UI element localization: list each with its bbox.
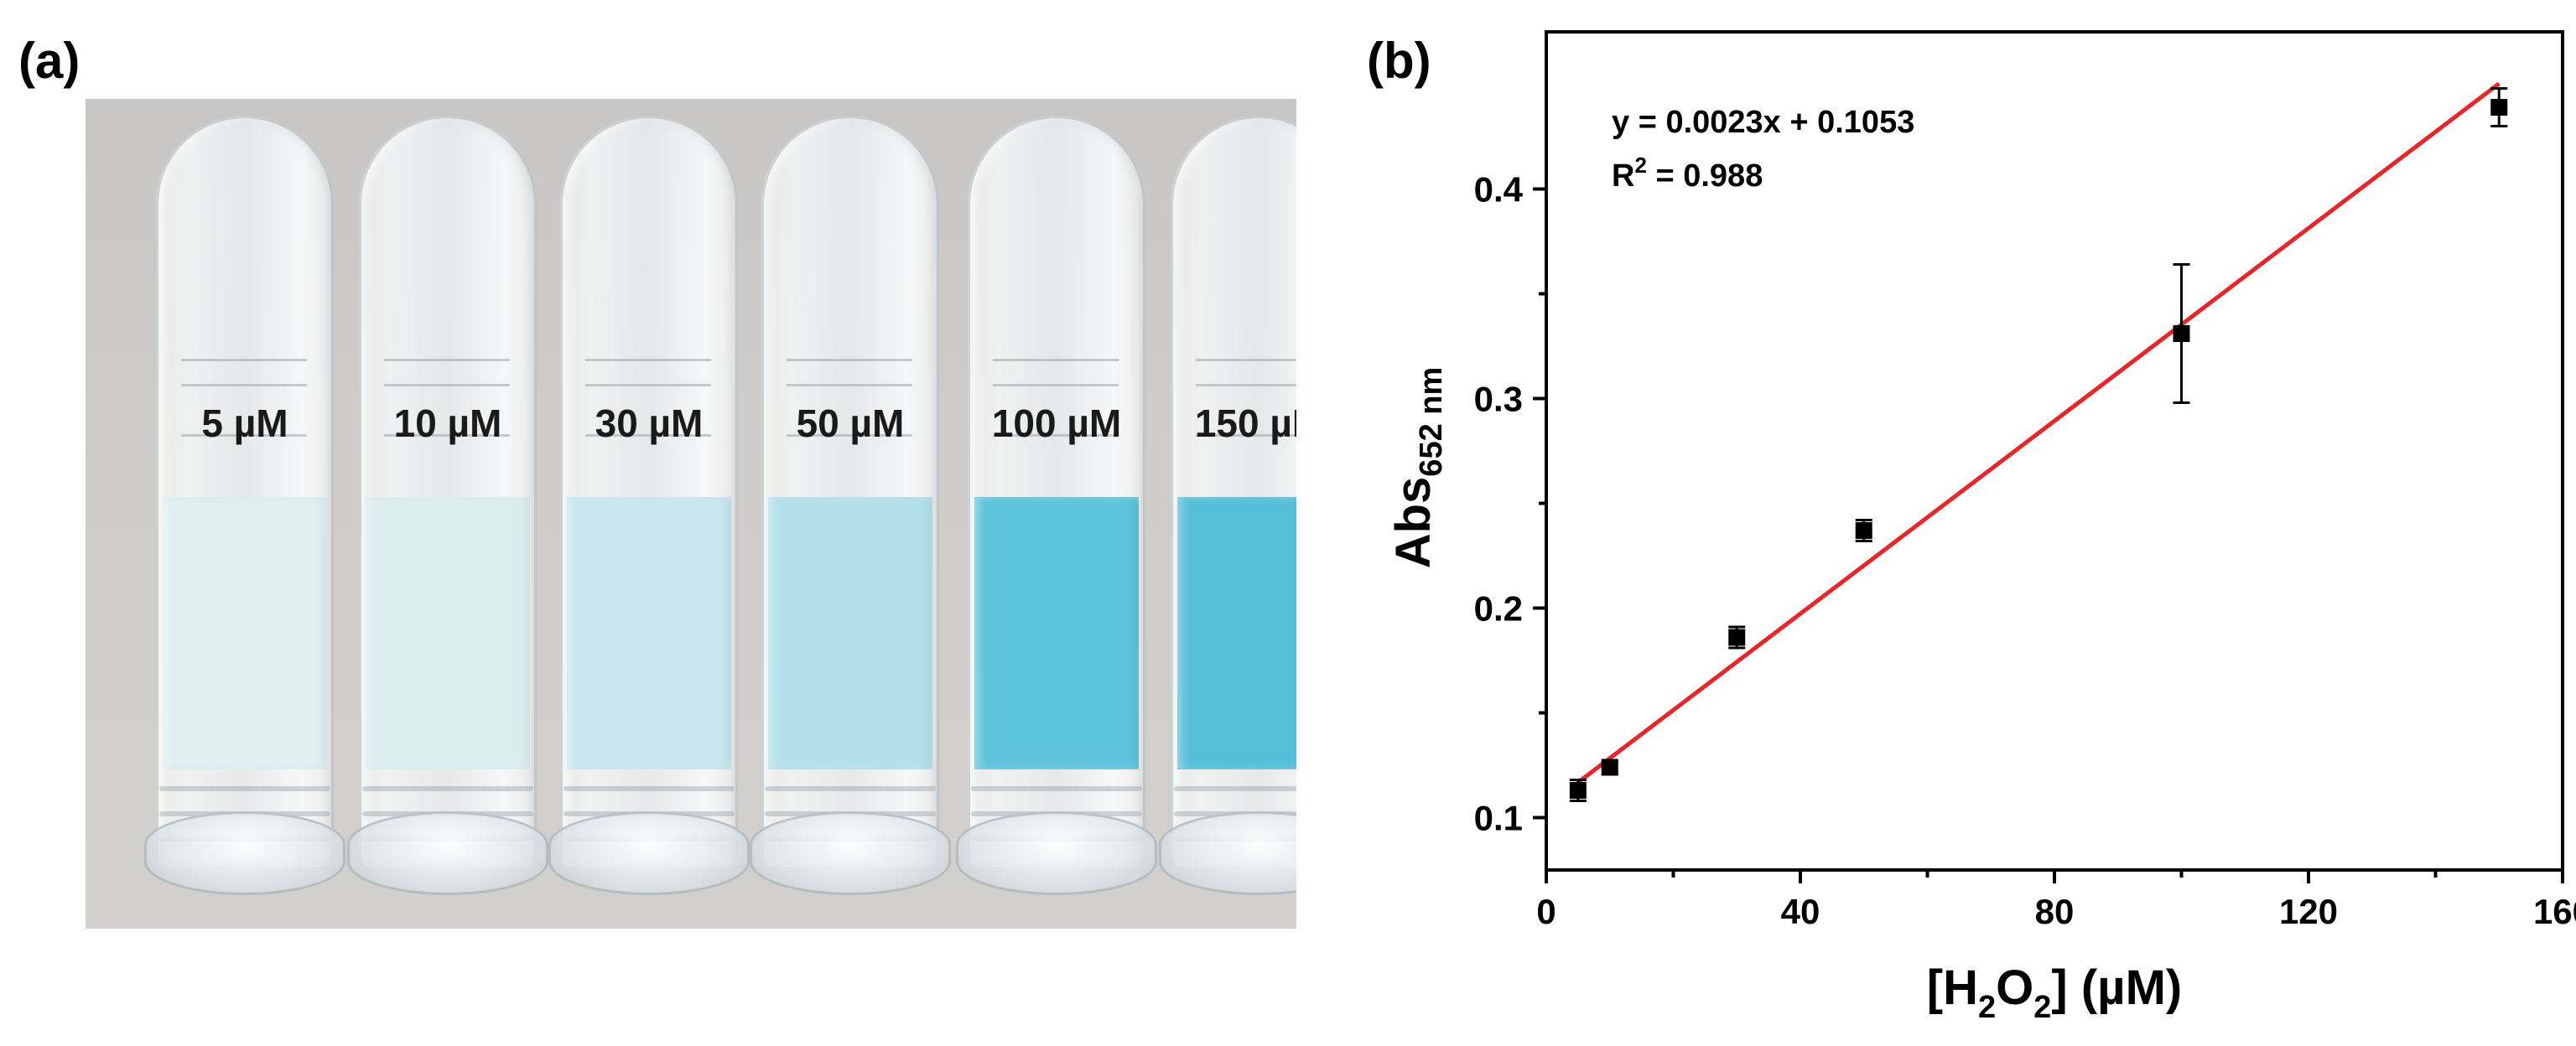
tube-graduation-mark xyxy=(181,359,307,361)
tube-base xyxy=(1159,811,1296,895)
panel-label-b: (b) xyxy=(1367,33,1431,89)
test-tube xyxy=(1159,116,1296,895)
tube-graduation-mark xyxy=(993,359,1119,361)
test-tube xyxy=(548,116,750,895)
tube-graduation-mark xyxy=(585,384,711,386)
tube-base xyxy=(956,811,1157,895)
data-point xyxy=(1569,782,1587,799)
data-point xyxy=(1601,759,1618,776)
tube-concentration-label: 5 µM xyxy=(201,401,288,445)
tube-rim-ring xyxy=(1174,786,1296,791)
tube-base xyxy=(548,811,750,895)
tube-concentration-label: 150 µM xyxy=(1194,401,1296,445)
x-tick-label: 120 xyxy=(2279,892,2338,931)
y-tick-label: 0.2 xyxy=(1474,589,1523,629)
tube-concentration-label: 10 µM xyxy=(393,401,502,445)
y-tick-label: 0.1 xyxy=(1474,799,1523,838)
tube-graduation-mark xyxy=(384,359,510,361)
tube-graduation-mark xyxy=(787,434,912,437)
fit-equation: y = 0.0023x + 0.1053 xyxy=(1612,105,1914,140)
tube-graduation-mark xyxy=(384,384,510,386)
test-tube xyxy=(750,116,951,895)
tube-graduation-mark xyxy=(1196,359,1296,361)
tube-concentration-label: 30 µM xyxy=(595,401,704,445)
y-tick-label: 0.4 xyxy=(1474,170,1524,210)
y-tick-label: 0.3 xyxy=(1474,380,1523,419)
test-tube xyxy=(956,116,1157,895)
x-tick-label: 40 xyxy=(1781,892,1820,931)
tube-rim-ring xyxy=(765,786,936,791)
tube-graduation-mark xyxy=(181,384,307,386)
tube-graduation-mark xyxy=(787,359,912,361)
tube-graduation-mark xyxy=(384,434,510,437)
tube-graduation-mark xyxy=(787,384,912,386)
tube-graduation-mark xyxy=(181,434,307,437)
tube-rim-ring xyxy=(159,786,330,791)
tube-base xyxy=(347,811,548,895)
tube-graduation-mark xyxy=(993,384,1119,386)
tube-graduation-mark xyxy=(1196,434,1296,437)
data-point xyxy=(2490,99,2508,116)
tube-concentration-label: 50 µM xyxy=(796,401,905,445)
panel-label-a: (a) xyxy=(18,33,80,89)
data-point xyxy=(1855,522,1872,539)
tube-solution xyxy=(768,497,932,769)
tube-graduation-mark xyxy=(585,359,711,361)
test-tube xyxy=(347,116,548,895)
y-axis-title: Abs652 nm xyxy=(1386,367,1449,569)
tube-graduation-mark xyxy=(1196,384,1296,386)
tube-base xyxy=(750,811,951,895)
x-axis-title: [H2O2] (µM) xyxy=(1927,961,2182,1025)
tube-solution xyxy=(163,497,327,769)
absorbance-calibration-chart: 0 40 80 120 160 0.1 0.2 0.3 0.4 y = 0.0023x + 0.1… xyxy=(1386,30,2576,1025)
tube-rim-ring xyxy=(564,786,735,791)
linear-fit-line xyxy=(1576,81,2501,784)
tube-solution xyxy=(1177,497,1296,769)
test-tubes-photo: 5 µM 10 µM 30 µM 50 µM 100 µM 150 µM xyxy=(86,99,1296,929)
data-point xyxy=(2173,325,2190,342)
tube-rim-ring xyxy=(362,786,533,791)
tube-base xyxy=(144,811,345,895)
tube-solution xyxy=(974,497,1139,769)
fit-r-squared: R2 = 0.988 xyxy=(1612,153,1763,194)
tube-graduation-mark xyxy=(585,434,711,437)
tube-concentration-label: 100 µM xyxy=(991,401,1122,445)
x-tick-label: 80 xyxy=(2035,892,2075,931)
plot-frame xyxy=(1545,30,2564,872)
data-point xyxy=(1728,629,1746,646)
tube-solution xyxy=(366,497,530,769)
x-tick-label: 0 xyxy=(1536,892,1555,931)
x-tick-label: 160 xyxy=(2533,892,2576,931)
tube-rim-ring xyxy=(971,786,1142,791)
tube-graduation-mark xyxy=(993,434,1119,437)
test-tube xyxy=(144,116,345,895)
tube-solution xyxy=(567,497,731,769)
